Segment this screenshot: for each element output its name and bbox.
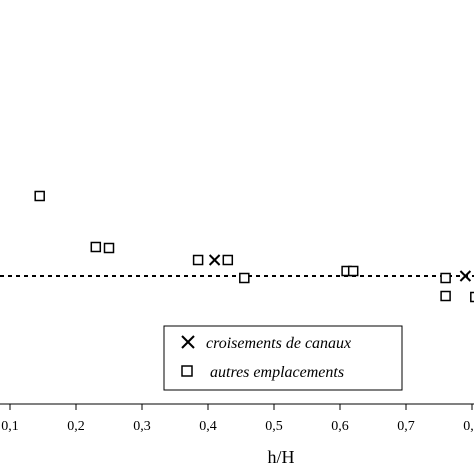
x-tick-label: 0,4 (199, 419, 217, 434)
square-marker (440, 272, 451, 284)
x-tick-label: 0,6 (331, 419, 349, 434)
square-marker (34, 190, 45, 202)
square-marker (103, 242, 115, 254)
legend-label-crossings: croisements de canaux (206, 335, 351, 352)
square-marker (440, 290, 451, 302)
x-axis-title: h/H (268, 447, 295, 467)
x-tick-label: 0,8 (463, 419, 474, 434)
square-marker (222, 254, 234, 266)
square-marker (347, 265, 359, 277)
x-tick-label: 0,5 (265, 419, 283, 434)
square-marker (192, 254, 204, 266)
legend-label-other: autres emplacements (210, 364, 344, 381)
x-tick-label: 0,7 (397, 419, 415, 434)
legend-box (163, 325, 403, 391)
cross-marker (208, 254, 221, 266)
legend-square-icon (181, 365, 193, 377)
square-marker (90, 241, 102, 253)
x-tick-label: 0,1 (1, 419, 19, 434)
x-tick-label: 0,2 (67, 419, 85, 434)
square-marker (470, 291, 474, 303)
cross-marker (459, 270, 472, 282)
legend: croisements de canaux autres emplacement… (163, 325, 403, 391)
x-tick-label: 0,3 (133, 419, 151, 434)
square-marker (239, 272, 250, 284)
legend-cross-icon (181, 335, 195, 349)
